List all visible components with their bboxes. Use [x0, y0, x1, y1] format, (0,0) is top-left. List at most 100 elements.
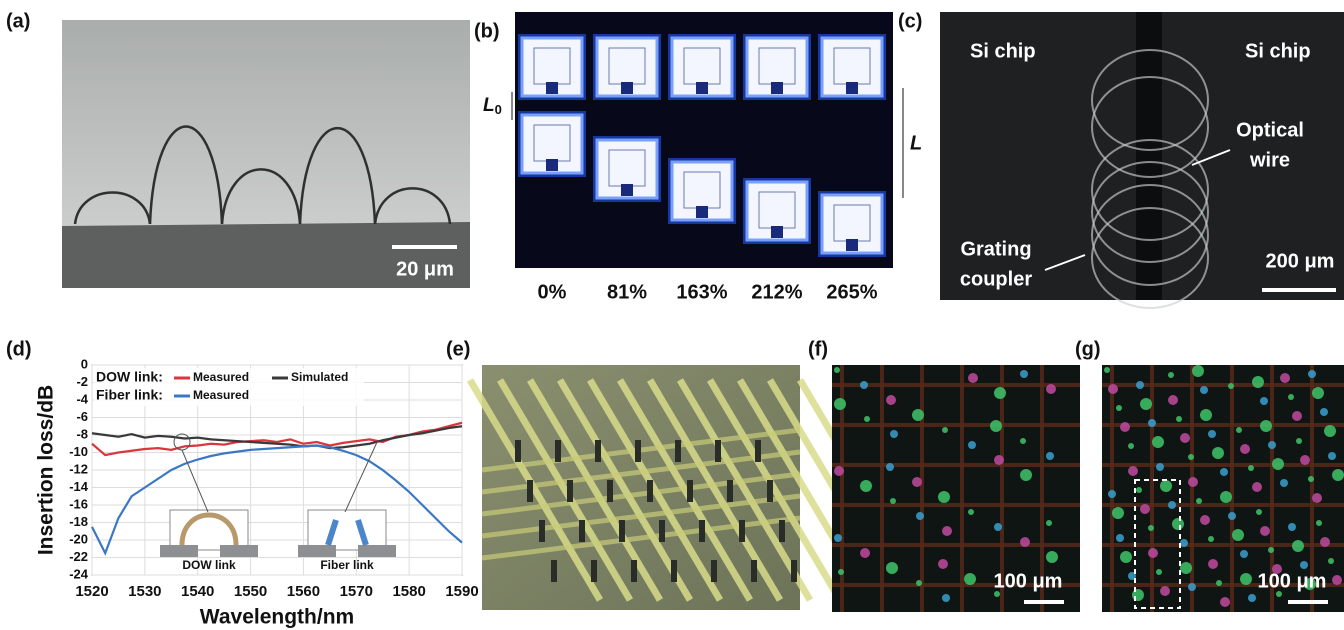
- cell: [1220, 491, 1232, 503]
- cell: [1252, 482, 1262, 492]
- pillar: [579, 520, 585, 542]
- pillar: [595, 440, 601, 462]
- l0-subscript: 0: [495, 102, 502, 117]
- scale-label: 100 μm: [1258, 570, 1327, 592]
- y-tick-label: -8: [76, 426, 88, 441]
- cell: [1324, 425, 1336, 437]
- pad: [846, 82, 858, 94]
- pillar: [659, 520, 665, 542]
- fiber-gap: [1136, 12, 1162, 300]
- wire-label: wire: [1249, 149, 1290, 171]
- x-tick-label: 1570: [340, 583, 373, 600]
- l-label: L: [910, 132, 922, 154]
- pillar: [607, 480, 613, 502]
- pad: [846, 239, 858, 251]
- pillar: [555, 440, 561, 462]
- cell: [1296, 438, 1302, 444]
- cell: [968, 509, 974, 515]
- x-tick-label: 1550: [234, 583, 267, 600]
- legend-label: Simulated: [291, 370, 348, 384]
- pillar: [635, 440, 641, 462]
- cell: [1148, 548, 1158, 558]
- cell: [1288, 394, 1294, 400]
- chip: [220, 545, 258, 557]
- panel-label: (e): [446, 338, 470, 360]
- cell: [912, 409, 924, 421]
- cell: [942, 427, 948, 433]
- cell: [1256, 509, 1262, 515]
- pillar: [527, 480, 533, 502]
- pillar: [791, 560, 797, 582]
- x-tick-label: 1580: [392, 583, 425, 600]
- cell: [1136, 487, 1142, 493]
- cell: [1180, 433, 1190, 443]
- cell: [1046, 384, 1056, 394]
- cell: [1176, 416, 1182, 422]
- cell: [1212, 447, 1224, 459]
- cell: [1200, 386, 1208, 394]
- cell: [1232, 529, 1244, 541]
- cell: [1200, 409, 1212, 421]
- l0-label: L0: [483, 95, 502, 117]
- cell: [1240, 573, 1252, 585]
- pad: [546, 159, 558, 171]
- cell: [890, 498, 896, 504]
- cell: [1120, 551, 1132, 563]
- pillar: [647, 480, 653, 502]
- cell: [838, 569, 844, 575]
- cell: [1160, 586, 1170, 596]
- pad: [621, 184, 633, 196]
- wire-label: Optical: [1236, 119, 1304, 141]
- cell: [994, 523, 1002, 531]
- cell: [1148, 525, 1154, 531]
- x-tick-label: 1530: [128, 583, 161, 600]
- panel-label: (f): [808, 338, 828, 360]
- cell: [1140, 504, 1150, 514]
- cell: [1128, 443, 1134, 449]
- pillar: [539, 520, 545, 542]
- cell: [890, 430, 898, 438]
- cell: [1172, 518, 1184, 530]
- cell: [886, 395, 896, 405]
- legend-group: Fiber link:: [96, 387, 163, 403]
- cell: [1168, 372, 1174, 378]
- cell: [834, 367, 840, 373]
- cell: [1308, 476, 1314, 482]
- l0-letter: L: [483, 95, 495, 116]
- cell: [1140, 398, 1152, 410]
- x-axis-label: Wavelength/nm: [200, 606, 354, 629]
- cell: [1236, 427, 1242, 433]
- pillar: [551, 560, 557, 582]
- cell: [1248, 465, 1254, 471]
- pillar: [515, 440, 521, 462]
- pad: [546, 82, 558, 94]
- cell: [834, 466, 844, 476]
- cell: [990, 420, 1002, 432]
- pillar: [739, 520, 745, 542]
- cell: [916, 580, 922, 586]
- cell: [1312, 493, 1322, 503]
- inset-frame: [308, 510, 386, 550]
- cell: [1148, 419, 1156, 427]
- cell: [1168, 501, 1176, 509]
- cell: [938, 559, 948, 569]
- cell: [968, 441, 976, 449]
- cell: [964, 573, 976, 585]
- chip: [358, 545, 396, 557]
- cell: [1136, 381, 1144, 389]
- cell: [1108, 384, 1118, 394]
- y-tick-label: -16: [69, 496, 88, 511]
- legend-label: Measured: [193, 370, 249, 384]
- x-tick-label: 1590: [445, 583, 478, 600]
- cell: [1196, 498, 1202, 504]
- cell: [1192, 365, 1204, 377]
- y-tick-label: -10: [69, 444, 88, 459]
- body: { "panels": { "a": {"label": "(a)", "sca…: [0, 0, 1344, 630]
- pad: [696, 82, 708, 94]
- panel-label: (c): [898, 10, 922, 32]
- cell: [1046, 551, 1058, 563]
- y-tick-label: -6: [76, 409, 88, 424]
- cell: [1046, 520, 1052, 526]
- cell: [1328, 452, 1336, 460]
- pillar: [779, 520, 785, 542]
